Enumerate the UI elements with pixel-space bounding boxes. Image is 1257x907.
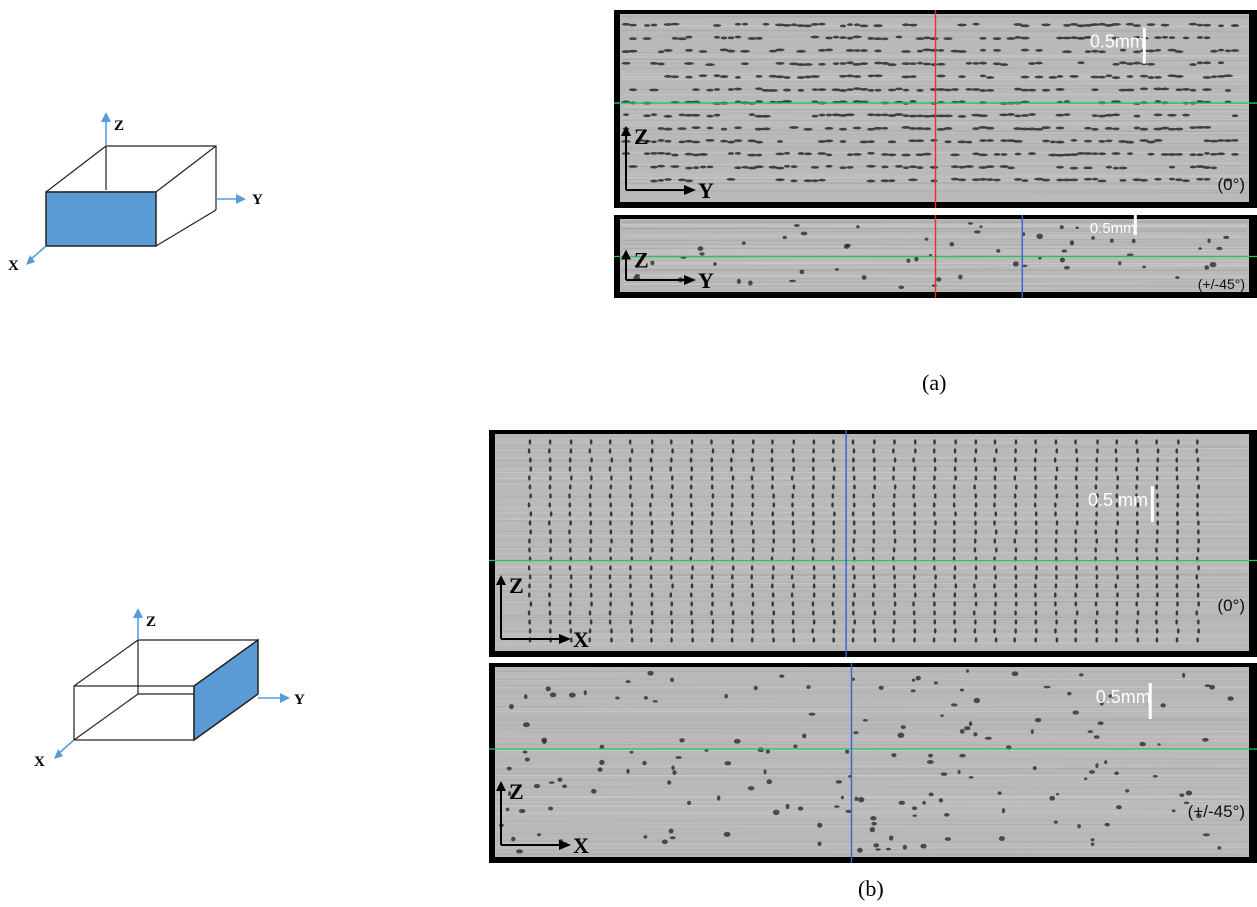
scale-bar-label: 0.5mm	[1090, 220, 1136, 237]
scale-bar	[1142, 27, 1146, 64]
raster-angle-label: (+/-45°)	[1198, 276, 1245, 292]
ct-image-b-45deg: Z X 0.5mm (+/-45°)	[489, 663, 1257, 863]
axis-label-z: Z	[146, 614, 156, 630]
axis-label-horizontal: X	[573, 627, 589, 652]
axis-label-z: Z	[634, 247, 649, 272]
scale-bar-label: 0.5mm	[1096, 687, 1151, 707]
axis-label-horizontal: X	[573, 833, 589, 858]
coordinate-diagram-b: Z Y X	[34, 608, 305, 770]
axis-label-z: Z	[634, 124, 649, 149]
raster-angle-label: (0°)	[1217, 175, 1245, 194]
highlighted-face	[45, 191, 157, 247]
axis-label-horizontal: Y	[698, 178, 714, 203]
axis-label-x: X	[34, 754, 45, 770]
raster-angle-label: (+/-45°)	[1188, 802, 1245, 821]
raster-angle-label: (0°)	[1217, 596, 1245, 615]
caption-a: (a)	[922, 370, 947, 395]
axis-label-x: X	[8, 258, 19, 274]
axis-label-y: Y	[252, 192, 263, 208]
axis-label-z: Z	[509, 573, 524, 598]
highlighted-face	[193, 638, 259, 742]
coordinate-diagram-a: Z Y X	[8, 112, 263, 274]
scale-bar	[1150, 486, 1154, 523]
axis-label-horizontal: Y	[698, 268, 714, 293]
scale-bar	[1148, 683, 1152, 719]
axis-label-z: Z	[114, 118, 124, 134]
scale-bar	[1133, 215, 1137, 235]
axis-label-z: Z	[509, 779, 524, 804]
scale-bar-label: 0.5 mm	[1088, 490, 1148, 510]
ct-image-a-45deg: Z Y 0.5mm (+/-45°)	[614, 215, 1257, 298]
ct-image-b-0deg: Z X 0.5 mm (0°)	[489, 430, 1257, 657]
scale-bar-label: 0.5mm	[1090, 32, 1145, 52]
caption-b: (b)	[858, 876, 884, 901]
axis-label-y: Y	[294, 692, 305, 708]
ct-image-a-0deg: Z Y 0.5mm (0°)	[614, 10, 1257, 208]
